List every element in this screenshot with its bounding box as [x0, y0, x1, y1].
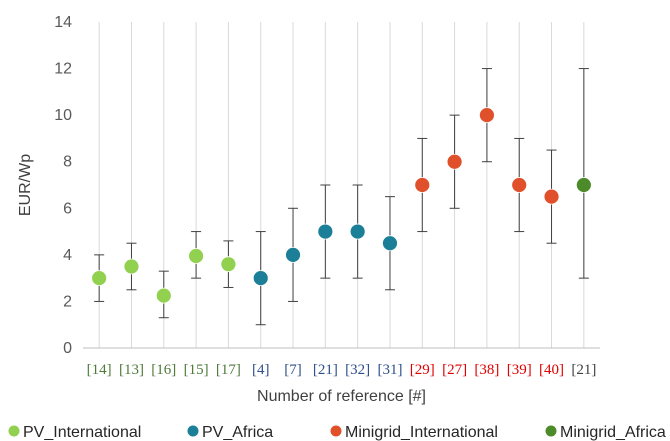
data-point: [575, 177, 592, 193]
x-axis-title: Number of reference [#]: [257, 388, 426, 405]
y-tick-label: 10: [54, 107, 72, 124]
legend-label: PV_Africa: [202, 424, 273, 441]
data-point: [349, 223, 366, 240]
legend-item: Minigrid_International: [330, 424, 498, 441]
y-tick-label: 14: [54, 14, 72, 31]
x-tick-label: [27]: [442, 362, 467, 378]
x-tick-label: [7]: [284, 362, 302, 378]
y-tick-label: 2: [63, 293, 72, 310]
y-tick-label: 8: [63, 154, 72, 171]
legend-item: PV_International: [8, 424, 141, 441]
data-point: [91, 270, 108, 287]
legend-marker: [8, 425, 20, 437]
data-point: [155, 287, 172, 304]
legend-label: Minigrid_Africa: [560, 424, 666, 441]
legend-marker: [187, 425, 199, 437]
legend-marker: [330, 425, 342, 437]
y-axis-title: EUR/Wp: [17, 154, 34, 216]
data-points: [91, 107, 592, 304]
data-point: [252, 270, 269, 287]
x-tick-label: [32]: [345, 362, 370, 378]
legend-label: PV_International: [23, 424, 141, 441]
data-point: [123, 258, 140, 275]
y-tick-label: 6: [63, 200, 72, 217]
data-point: [414, 177, 431, 193]
x-tick-label: [14]: [87, 362, 112, 378]
y-tick-label: 4: [63, 247, 72, 264]
legend-item: PV_Africa: [187, 424, 273, 441]
x-tick-label: [38]: [474, 362, 499, 378]
x-tick-label: [29]: [410, 362, 435, 378]
x-axis-ticks: [14] [13] [16] [15] [17] [4] [7] [21] [32] [31] [2…: [87, 362, 597, 378]
data-point: [543, 188, 560, 205]
data-point: [317, 223, 334, 240]
legend-item: Minigrid_Africa: [545, 424, 666, 441]
x-tick-label: [31]: [377, 362, 402, 378]
x-tick-label: [39]: [507, 362, 532, 378]
x-tick-label: [16]: [151, 362, 176, 378]
x-tick-label: [21]: [571, 362, 596, 378]
y-tick-label: 12: [54, 61, 72, 78]
x-tick-label: [4]: [252, 362, 270, 378]
data-point: [188, 248, 204, 264]
data-point: [220, 256, 237, 273]
x-tick-label: [15]: [184, 362, 209, 378]
x-tick-label: [21]: [313, 362, 338, 378]
x-tick-label: [17]: [216, 362, 241, 378]
x-tick-label: [40]: [539, 362, 564, 378]
legend: PV_International PV_Africa Minigrid_Intern…: [8, 424, 666, 441]
data-point: [285, 246, 301, 263]
data-point: [511, 177, 528, 193]
error-bars: [94, 68, 589, 326]
x-tick-label: [13]: [119, 362, 144, 378]
gridlines: [98, 22, 585, 348]
data-point: [479, 107, 495, 124]
data-point: [446, 153, 463, 170]
data-point: [382, 235, 398, 252]
y-axis-ticks: 0 2 4 6 8 10 12 14: [54, 14, 72, 357]
y-tick-label: 0: [63, 340, 72, 357]
legend-marker: [545, 425, 557, 437]
legend-label: Minigrid_International: [345, 424, 498, 441]
